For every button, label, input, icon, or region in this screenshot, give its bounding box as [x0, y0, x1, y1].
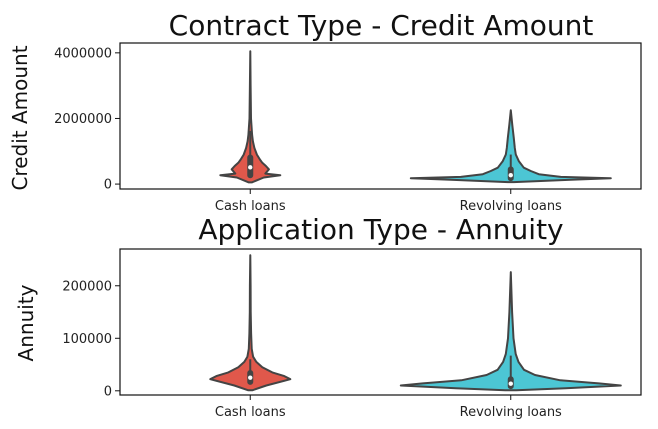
x-ticks: Cash loans Revolving loans	[215, 189, 562, 214]
y-ticks: 0 2000000 4000000	[54, 46, 120, 193]
y-tick-label: 100000	[62, 332, 112, 347]
median-marker	[508, 381, 513, 386]
x-tick-label: Cash loans	[215, 405, 286, 420]
x-tick-label: Revolving loans	[460, 405, 562, 420]
violin-body	[399, 271, 622, 392]
violin-body	[219, 50, 282, 184]
median-marker	[248, 375, 253, 380]
chart-title: Application Type - Annuity	[198, 213, 563, 246]
y-tick-label: 200000	[62, 279, 112, 294]
violin-body	[209, 254, 292, 392]
x-ticks: Cash loans Revolving loans	[215, 395, 562, 420]
x-tick-label: Revolving loans	[460, 199, 562, 214]
violin-body	[409, 109, 612, 184]
panel-annuity: Application Type - Annuity Annuity 0 1000…	[14, 213, 642, 420]
y-tick-label: 2000000	[54, 112, 112, 127]
median-marker	[248, 165, 253, 170]
violins	[209, 254, 622, 392]
violins	[219, 50, 612, 184]
y-axis-label: Credit Amount	[8, 45, 32, 190]
y-tick-label: 4000000	[54, 46, 112, 61]
chart-title: Contract Type - Credit Amount	[169, 9, 594, 42]
y-axis-label: Annuity	[14, 284, 38, 361]
x-tick-label: Cash loans	[215, 199, 286, 214]
median-marker	[508, 173, 513, 178]
plot-frame	[119, 42, 642, 190]
y-tick-label: 0	[104, 384, 112, 399]
y-tick-label: 0	[104, 178, 112, 193]
y-ticks: 0 100000 200000	[62, 279, 120, 399]
plot-frame	[119, 248, 642, 396]
panel-credit-amount: Contract Type - Credit Amount Credit Amo…	[8, 9, 642, 214]
